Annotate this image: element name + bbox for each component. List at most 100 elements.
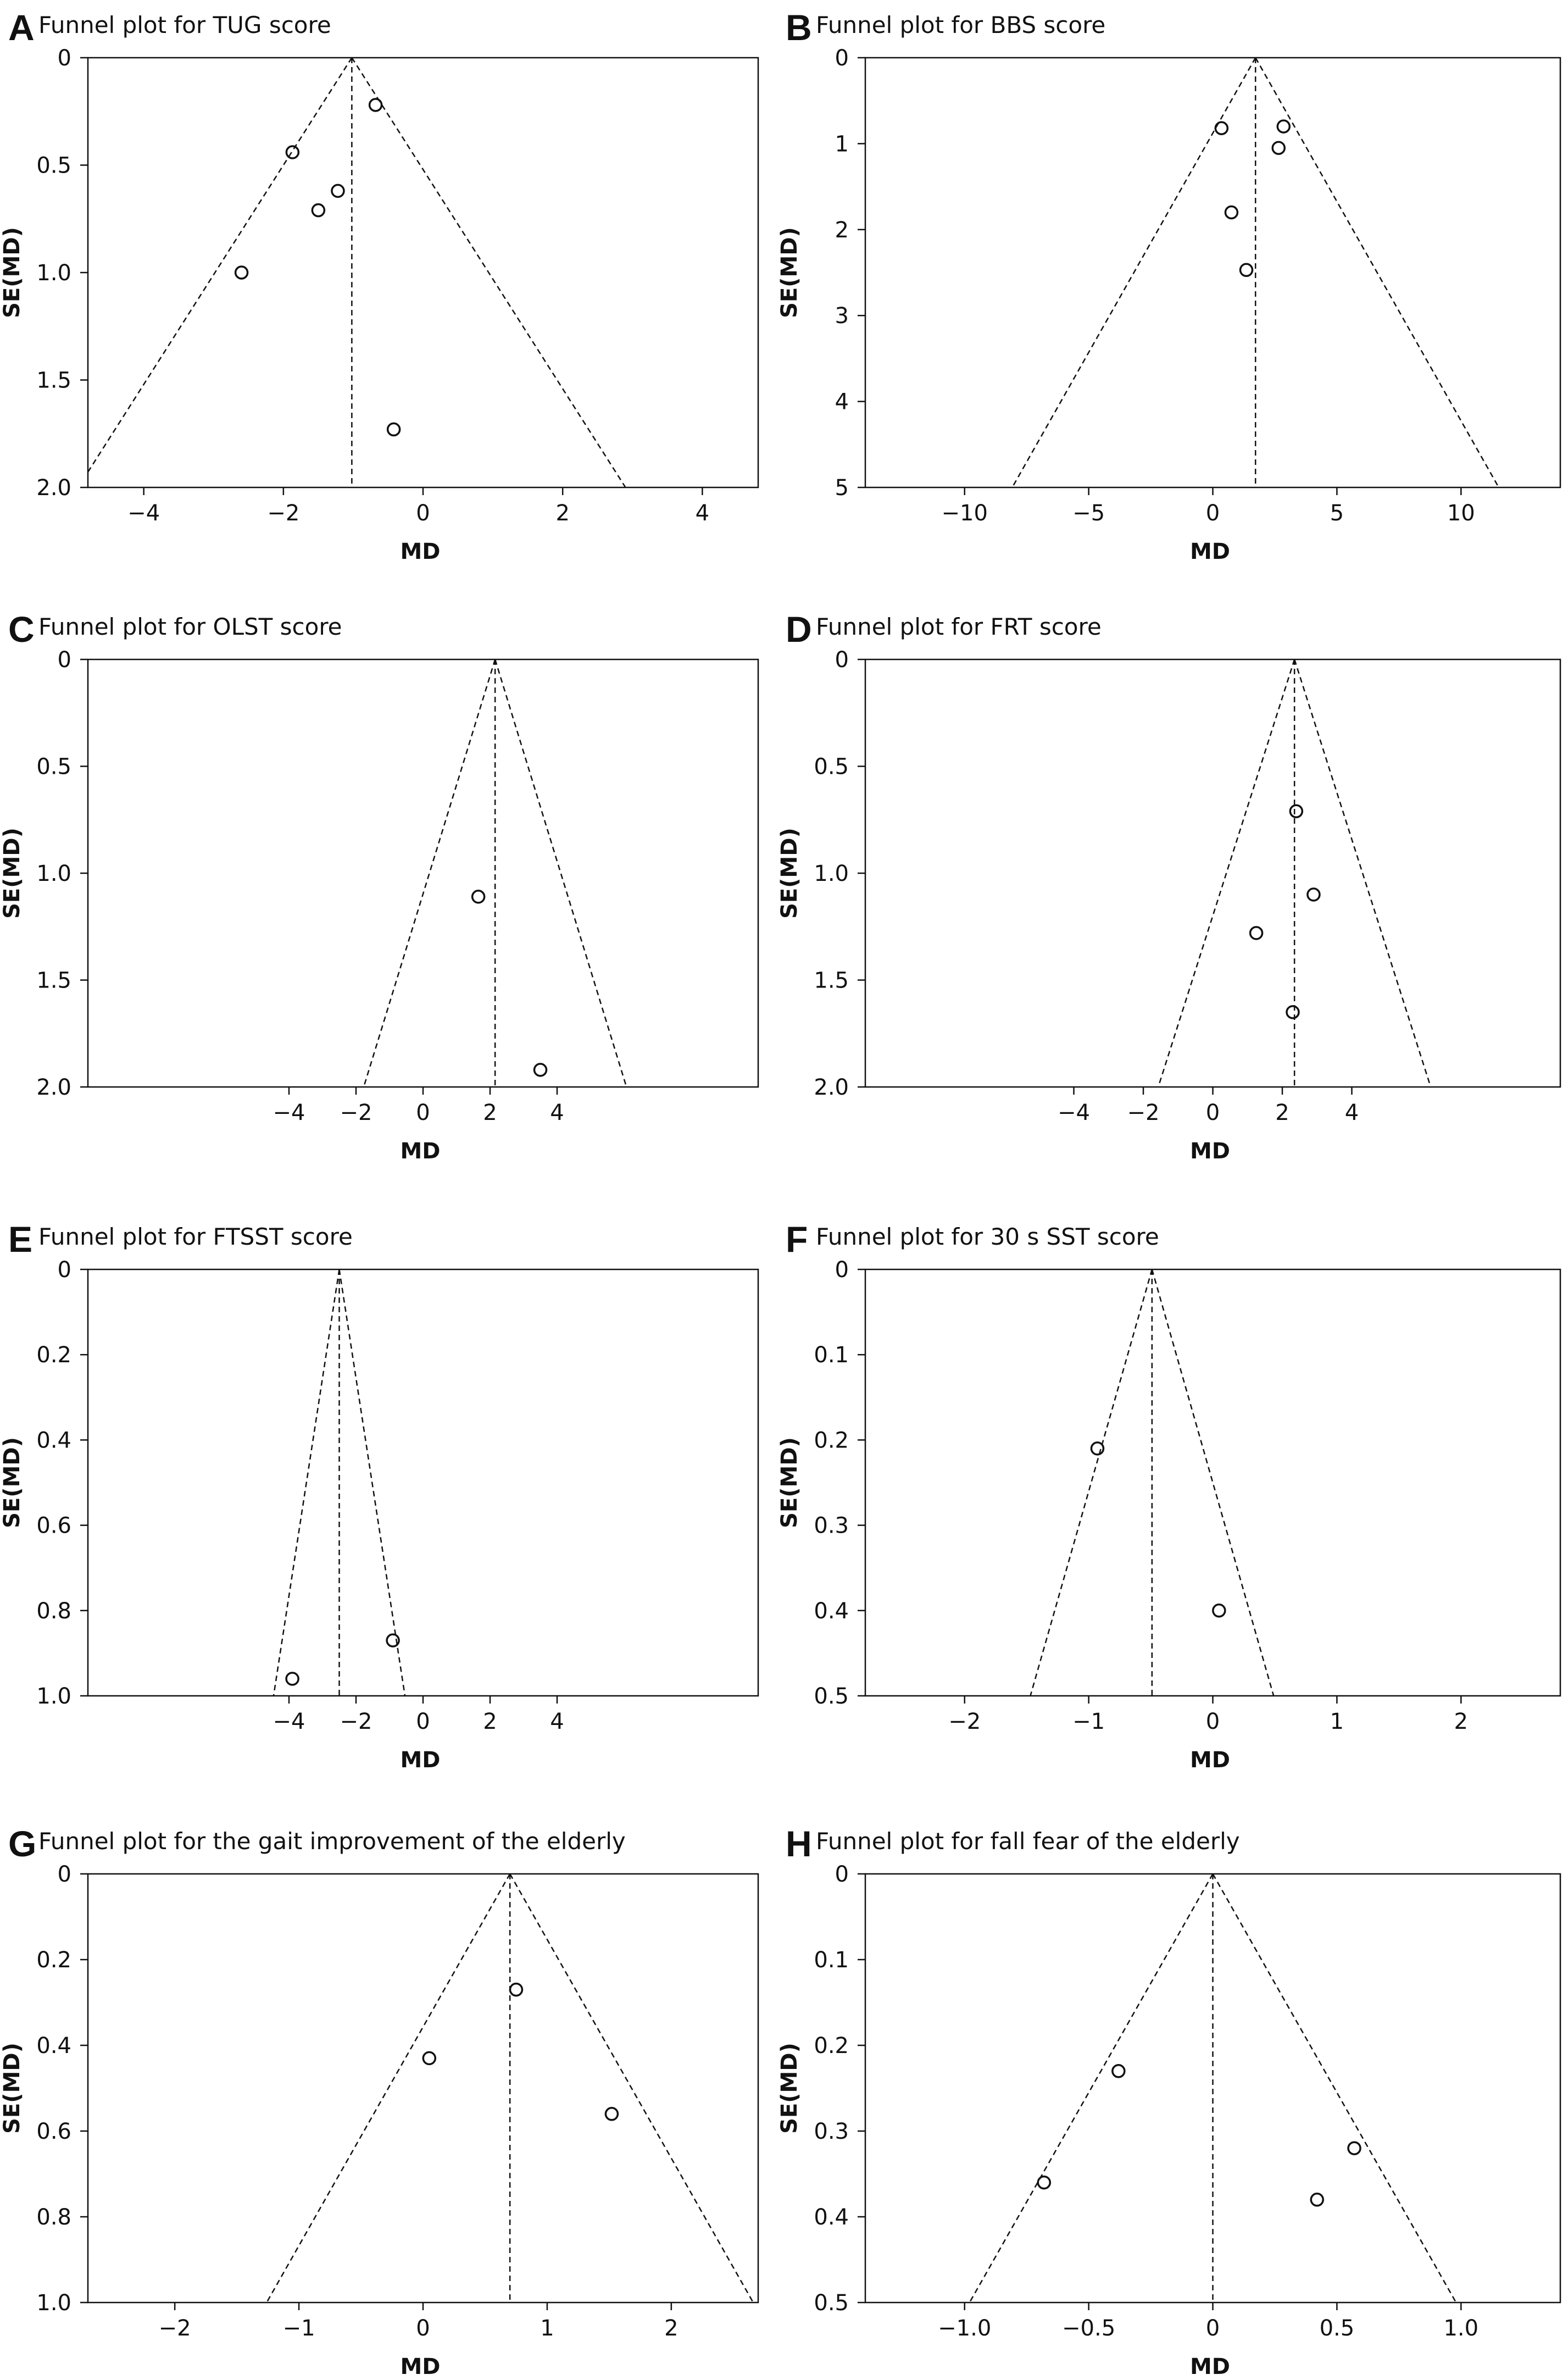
y-tick-label: 0.1	[814, 1948, 849, 1973]
chart-title: Funnel plot for FRT score	[816, 613, 1102, 640]
x-tick-label: −2	[340, 1100, 372, 1125]
y-tick-label: 0.1	[814, 1342, 849, 1368]
x-tick-label: 2	[555, 501, 569, 526]
y-tick-label: 0.4	[814, 1599, 849, 1624]
y-tick-label: 0	[835, 647, 849, 673]
y-tick-label: 0.2	[36, 1948, 71, 1973]
y-axis-label: SE(MD)	[0, 227, 25, 318]
x-tick-label: 0	[1206, 1100, 1220, 1125]
y-axis-label: SE(MD)	[0, 2043, 25, 2134]
funnel-right-limit	[351, 58, 626, 487]
y-tick-label: 0	[58, 1257, 71, 1283]
y-tick-label: 5	[835, 475, 849, 501]
study-point	[1249, 926, 1264, 940]
funnel-lines	[1011, 58, 1500, 487]
y-axis-label: SE(MD)	[0, 1437, 25, 1528]
y-tick-label: 0	[58, 1862, 71, 1887]
study-point	[1090, 1441, 1105, 1456]
y-tick-label: 2.0	[36, 475, 71, 501]
panel-letter: H	[786, 1823, 812, 1864]
x-tick-label: −4	[273, 1100, 305, 1125]
funnel-left-limit	[1011, 58, 1256, 487]
plot-frame	[87, 1873, 759, 2304]
y-tick-label: 1	[835, 131, 849, 157]
x-axis-label: MD	[1190, 539, 1230, 564]
study-point	[604, 2107, 619, 2121]
x-tick-label: 2	[1454, 1709, 1468, 1734]
x-tick-label: 0	[1206, 1709, 1220, 1734]
funnel-lines	[969, 1874, 1457, 2303]
study-point	[422, 2051, 437, 2066]
funnel-lines	[88, 58, 626, 487]
y-tick-label: 0.5	[814, 755, 849, 780]
y-tick-label: 2.0	[36, 1075, 71, 1100]
funnel-left-limit	[88, 58, 353, 474]
study-point	[1347, 2141, 1361, 2155]
chart-title: Funnel plot for the gait improvement of …	[38, 1828, 626, 1855]
y-tick-label: 0.4	[36, 1428, 71, 1453]
y-tick-label: 0.4	[814, 2205, 849, 2230]
x-tick-label: −0.5	[1062, 2316, 1115, 2341]
study-point	[1286, 1005, 1300, 1019]
x-tick-label: 2	[1275, 1100, 1289, 1125]
plot-frame	[87, 658, 759, 1088]
plot-frame	[864, 1268, 1561, 1697]
funnel-right-limit	[509, 1874, 754, 2303]
chart-title: Funnel plot for 30 s SST score	[816, 1223, 1159, 1250]
study-point	[1212, 1604, 1226, 1618]
study-point	[471, 890, 486, 904]
y-tick-label: 2.0	[814, 1075, 849, 1100]
y-tick-label: 0.5	[814, 1684, 849, 1709]
y-tick-label: 0.3	[814, 1513, 849, 1539]
y-tick-label: 0.5	[36, 755, 71, 780]
x-tick-label: 1	[1330, 1709, 1344, 1734]
funnel-left-limit	[1030, 1269, 1153, 1696]
x-tick-label: 4	[1345, 1100, 1359, 1125]
y-tick-label: 0.2	[814, 2033, 849, 2059]
study-point	[1306, 887, 1321, 902]
x-tick-label: 2	[664, 2316, 678, 2341]
panel-e: E Funnel plot for FTSST score −4 −2 0 2 4 0 0.2 0…	[0, 1219, 759, 1773]
funnel-lines	[266, 1874, 754, 2303]
y-tick-label: 1.0	[814, 861, 849, 886]
x-tick-label: 4	[550, 1100, 564, 1125]
y-tick-label: 0.8	[36, 2205, 71, 2230]
x-axis-label: MD	[400, 1747, 440, 1773]
x-tick-label: 0	[416, 1709, 430, 1734]
study-point	[1276, 119, 1291, 134]
x-tick-label: −2	[267, 501, 299, 526]
x-tick-label: 4	[550, 1709, 564, 1734]
funnel-left-limit	[969, 1874, 1214, 2303]
y-tick-label: 0.3	[814, 2119, 849, 2144]
panel-letter: E	[8, 1219, 32, 1260]
y-tick-label: 0	[835, 46, 849, 71]
y-tick-label: 0	[58, 46, 71, 71]
plot-frame	[864, 658, 1561, 1088]
panel-b: B Funnel plot for BBS score −10 −5 0 5 10 0 1 2 3 4…	[777, 7, 1561, 564]
study-point	[311, 203, 326, 218]
funnel-lines	[363, 659, 627, 1087]
y-tick-label: 0	[835, 1257, 849, 1283]
y-tick-label: 4	[835, 390, 849, 415]
y-tick-label: 2	[835, 218, 849, 243]
panel-d: D Funnel plot for FRT score −4 −2 0 2 4 0 0.5 1.0…	[777, 609, 1561, 1164]
y-tick-label: 3	[835, 303, 849, 329]
panel-letter: C	[8, 609, 35, 650]
x-tick-label: 4	[696, 501, 709, 526]
chart-title: Funnel plot for TUG score	[38, 12, 331, 38]
funnel-right-limit	[1212, 1874, 1457, 2303]
panel-letter: F	[786, 1219, 808, 1260]
panel-letter: G	[8, 1823, 36, 1864]
x-tick-label: −2	[340, 1709, 372, 1734]
y-tick-label: 0.8	[36, 1599, 71, 1624]
y-tick-label: 0.5	[36, 153, 71, 179]
y-tick-label: 0.2	[814, 1428, 849, 1453]
study-point	[285, 1672, 299, 1686]
x-tick-label: −2	[159, 2316, 191, 2341]
y-tick-label: 0.2	[36, 1342, 71, 1368]
study-point	[1239, 263, 1254, 278]
x-tick-label: −5	[1072, 501, 1105, 526]
y-tick-label: 0.4	[36, 2033, 71, 2059]
funnel-left-limit	[1158, 659, 1295, 1087]
x-tick-label: −4	[127, 501, 160, 526]
